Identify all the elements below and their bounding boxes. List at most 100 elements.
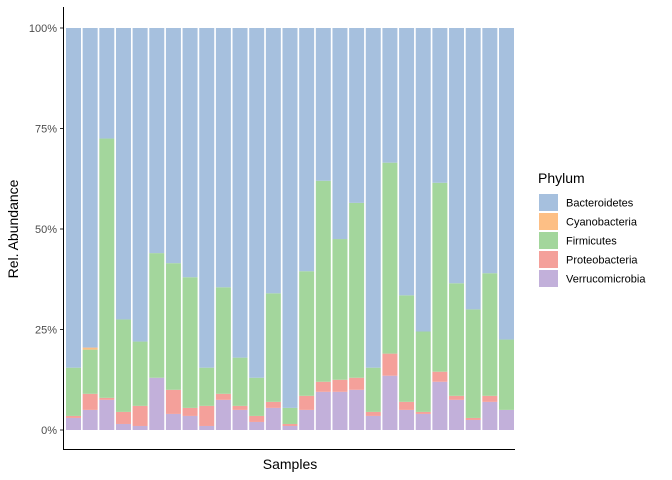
- bar-segment-firmicutes: [132, 341, 148, 406]
- bar-segment-bacteroidetes: [232, 28, 248, 358]
- bar-segment-firmicutes: [115, 319, 131, 412]
- sample-bar-17: [332, 28, 348, 430]
- bar-segment-firmicutes: [382, 162, 398, 354]
- bar-segment-firmicutes: [432, 182, 448, 372]
- legend-label-bacteroidetes: Bacteroidetes: [566, 198, 634, 210]
- bar-segment-verrucomicrobia: [199, 425, 215, 430]
- bar-segment-bacteroidetes: [365, 28, 381, 368]
- sample-bar-11: [232, 28, 248, 430]
- bar-segment-bacteroidetes: [499, 28, 514, 340]
- sample-bar-24: [449, 28, 465, 430]
- bar-segment-bacteroidetes: [349, 28, 365, 203]
- bar-segment-firmicutes: [282, 407, 298, 424]
- y-tick-label: 50%: [35, 224, 57, 236]
- y-axis: 0% 25% 50% 75% 100%: [29, 23, 64, 437]
- sample-bar-14: [282, 28, 298, 430]
- bar-segment-bacteroidetes: [449, 28, 465, 284]
- bar-segment-firmicutes: [66, 367, 81, 416]
- bar-segment-proteobacteria: [415, 411, 431, 414]
- bar-segment-bacteroidetes: [82, 28, 98, 348]
- bar-segment-verrucomicrobia: [482, 401, 498, 430]
- bar-segment-cyanobacteria: [82, 347, 98, 350]
- legend-key-cyanobacteria: [539, 213, 558, 230]
- bar-segment-bacteroidetes: [149, 28, 165, 254]
- sample-bar-3: [99, 28, 115, 430]
- bar-segment-verrucomicrobia: [165, 413, 181, 430]
- sample-bar-27: [499, 28, 514, 430]
- bar-segment-bacteroidetes: [66, 28, 81, 368]
- bar-segment-verrucomicrobia: [415, 413, 431, 430]
- bar-segment-verrucomicrobia: [349, 389, 365, 430]
- bar-segment-firmicutes: [399, 295, 415, 402]
- legend-key-verrucomicrobia: [539, 270, 558, 287]
- bar-segment-verrucomicrobia: [332, 391, 348, 430]
- bar-segment-verrucomicrobia: [465, 419, 481, 430]
- legend-label-firmicutes: Firmicutes: [566, 236, 617, 248]
- y-tick-label: 25%: [35, 325, 57, 337]
- bar-segment-proteobacteria: [199, 405, 215, 426]
- bar-segment-verrucomicrobia: [215, 399, 231, 430]
- bar-segment-verrucomicrobia: [499, 409, 514, 430]
- bar-segment-verrucomicrobia: [399, 409, 415, 430]
- bar-segment-proteobacteria: [299, 395, 315, 410]
- bar-segment-bacteroidetes: [315, 28, 331, 181]
- bar-segment-verrucomicrobia: [149, 377, 165, 430]
- bar-segment-bacteroidetes: [265, 28, 281, 294]
- bar-segment-firmicutes: [265, 293, 281, 402]
- bar-segment-proteobacteria: [232, 405, 248, 410]
- bar-segment-firmicutes: [299, 271, 315, 396]
- bar-segment-verrucomicrobia: [299, 409, 315, 430]
- bar-segment-firmicutes: [99, 138, 115, 398]
- legend-key-proteobacteria: [539, 251, 558, 268]
- bar-segment-firmicutes: [365, 367, 381, 412]
- bar-segment-bacteroidetes: [432, 28, 448, 183]
- sample-bar-12: [249, 28, 265, 430]
- bar-segment-firmicutes: [499, 339, 514, 410]
- legend: Phylum Bacteroidetes Cyanobacteria Firmicu…: [538, 170, 646, 287]
- sample-bar-22: [415, 28, 431, 430]
- sample-bar-4: [115, 28, 131, 430]
- bar-segment-proteobacteria: [82, 393, 98, 410]
- bar-segment-firmicutes: [182, 277, 198, 408]
- sample-bar-26: [482, 28, 498, 430]
- bar-segment-bacteroidetes: [215, 28, 231, 288]
- bar-segment-verrucomicrobia: [249, 421, 265, 430]
- bar-segment-verrucomicrobia: [449, 399, 465, 430]
- x-axis-title: Samples: [263, 456, 317, 472]
- legend-label-verrucomicrobia: Verrucomicrobia: [566, 274, 646, 286]
- bar-segment-proteobacteria: [332, 379, 348, 392]
- bars-group: [66, 28, 514, 430]
- bar-segment-firmicutes: [482, 273, 498, 396]
- legend-label-cyanobacteria: Cyanobacteria: [566, 217, 638, 229]
- sample-bar-21: [399, 28, 415, 430]
- bar-segment-verrucomicrobia: [115, 423, 131, 430]
- bar-segment-verrucomicrobia: [265, 407, 281, 430]
- bar-segment-proteobacteria: [432, 371, 448, 382]
- bar-segment-proteobacteria: [365, 411, 381, 416]
- bar-segment-verrucomicrobia: [66, 417, 81, 430]
- sample-bar-6: [149, 28, 165, 430]
- bar-segment-verrucomicrobia: [132, 425, 148, 430]
- bar-segment-proteobacteria: [465, 417, 481, 420]
- bar-segment-proteobacteria: [399, 401, 415, 410]
- bar-segment-firmicutes: [165, 263, 181, 390]
- sample-bar-9: [199, 28, 215, 430]
- sample-bar-16: [315, 28, 331, 430]
- legend-title: Phylum: [538, 170, 585, 186]
- bar-segment-proteobacteria: [482, 395, 498, 402]
- bar-segment-bacteroidetes: [299, 28, 315, 272]
- bar-segment-firmicutes: [149, 253, 165, 378]
- bar-segment-firmicutes: [449, 283, 465, 396]
- legend-key-firmicutes: [539, 232, 558, 249]
- bar-segment-firmicutes: [315, 180, 331, 382]
- sample-bar-1: [66, 28, 81, 430]
- sample-bar-19: [365, 28, 381, 430]
- sample-bar-5: [132, 28, 148, 430]
- bar-segment-proteobacteria: [132, 405, 148, 426]
- bar-segment-verrucomicrobia: [232, 409, 248, 430]
- bar-segment-bacteroidetes: [132, 28, 148, 342]
- bar-segment-proteobacteria: [249, 415, 265, 422]
- bar-segment-bacteroidetes: [465, 28, 481, 310]
- sample-bar-20: [382, 28, 398, 430]
